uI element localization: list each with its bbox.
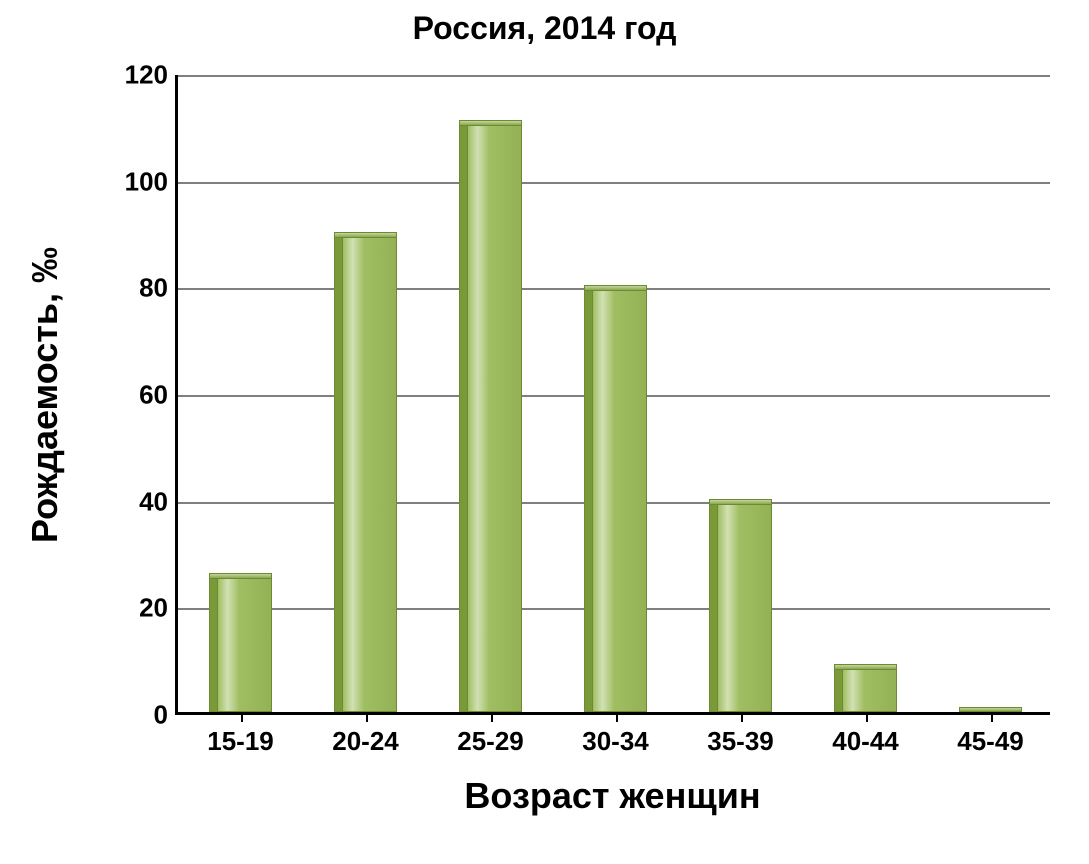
bar — [459, 120, 522, 712]
bar-side — [209, 573, 217, 712]
x-tick-mark — [741, 712, 743, 722]
y-tick-label: 80 — [139, 273, 168, 304]
gridline — [178, 75, 1050, 77]
x-tick-label: 15-19 — [207, 726, 274, 757]
bar-face — [342, 232, 397, 712]
bar-face — [217, 573, 272, 712]
bar — [959, 707, 1022, 712]
bar-side — [709, 499, 717, 712]
bar-side — [459, 120, 467, 712]
x-axis-label: Возраст женщин — [464, 775, 760, 817]
bar — [334, 232, 397, 712]
y-tick-label: 60 — [139, 380, 168, 411]
bar-face — [717, 499, 772, 712]
y-tick-label: 120 — [125, 60, 168, 91]
bar — [834, 664, 897, 712]
bar-top — [459, 120, 522, 126]
chart-container: Россия, 2014 год 02040608010012015-1920-… — [0, 0, 1089, 864]
y-tick-label: 20 — [139, 593, 168, 624]
bar-side — [334, 232, 342, 712]
x-tick-mark — [366, 712, 368, 722]
bar-side — [834, 664, 842, 712]
x-tick-label: 30-34 — [582, 726, 649, 757]
y-tick-label: 100 — [125, 166, 168, 197]
y-tick-label: 40 — [139, 486, 168, 517]
x-tick-mark — [241, 712, 243, 722]
y-axis-label: Рождаемость, ‰ — [24, 247, 66, 543]
bar — [584, 285, 647, 712]
bar-face — [842, 664, 897, 712]
x-tick-label: 20-24 — [332, 726, 399, 757]
bar — [209, 573, 272, 712]
bar-face — [592, 285, 647, 712]
bar-top — [959, 707, 1022, 712]
x-tick-label: 45-49 — [957, 726, 1024, 757]
bar — [709, 499, 772, 712]
x-tick-label: 40-44 — [832, 726, 899, 757]
bar-face — [467, 120, 522, 712]
x-tick-label: 25-29 — [457, 726, 524, 757]
chart-title: Россия, 2014 год — [0, 10, 1089, 47]
bar-top — [584, 285, 647, 291]
x-tick-mark — [616, 712, 618, 722]
x-tick-mark — [866, 712, 868, 722]
x-tick-mark — [991, 712, 993, 722]
x-tick-label: 35-39 — [707, 726, 774, 757]
y-tick-label: 0 — [154, 700, 168, 731]
gridline — [178, 182, 1050, 184]
bar-top — [209, 573, 272, 579]
bar-top — [709, 499, 772, 505]
x-tick-mark — [491, 712, 493, 722]
bar-top — [834, 664, 897, 670]
plot-area: 02040608010012015-1920-2425-2930-3435-39… — [175, 75, 1050, 715]
bar-top — [334, 232, 397, 238]
bar-side — [584, 285, 592, 712]
